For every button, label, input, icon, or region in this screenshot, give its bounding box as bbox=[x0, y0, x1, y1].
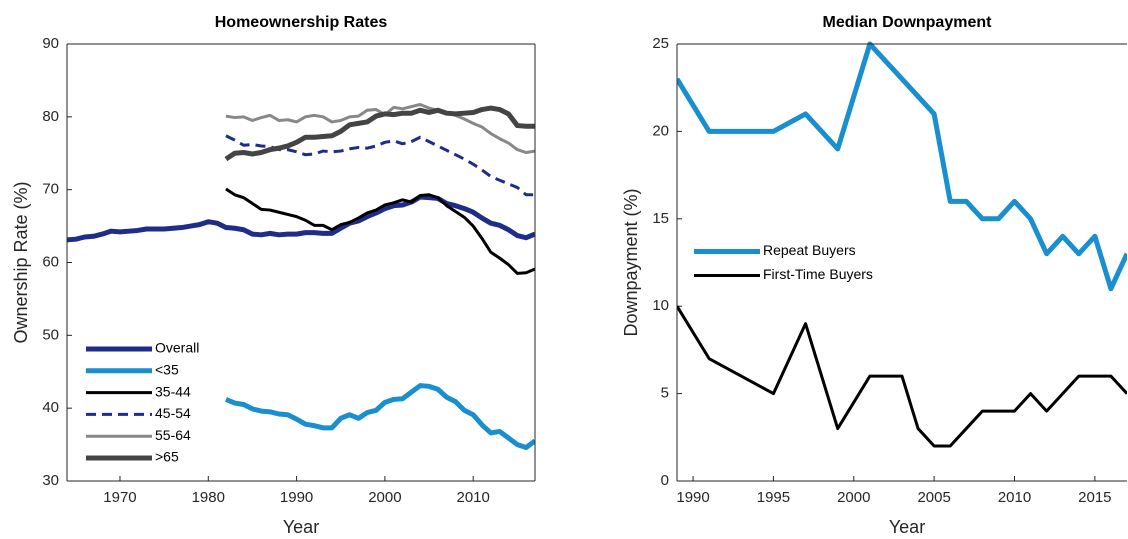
y-tick-label: 60 bbox=[42, 253, 59, 270]
y-tick-label: 50 bbox=[42, 326, 59, 343]
x-tick-label: 1990 bbox=[676, 489, 709, 506]
legend-label: 45-54 bbox=[155, 405, 191, 421]
legend-label: 55-64 bbox=[155, 427, 191, 443]
y-tick-label: 40 bbox=[42, 399, 59, 416]
legend-label: <35 bbox=[155, 362, 179, 378]
x-tick-label: 1970 bbox=[103, 489, 136, 506]
y-tick-label: 10 bbox=[652, 297, 669, 314]
series-line bbox=[224, 383, 535, 450]
y-tick-label: 20 bbox=[652, 122, 669, 139]
x-tick-label: 1990 bbox=[280, 489, 313, 506]
chart-title: Median Downpayment bbox=[823, 14, 993, 31]
y-tick-label: 70 bbox=[42, 181, 59, 198]
y-tick-label: 80 bbox=[42, 108, 59, 125]
x-tick-label: 2015 bbox=[1078, 489, 1111, 506]
y-axis-label: Ownership Rate (%) bbox=[11, 181, 31, 343]
series-line bbox=[677, 305, 1127, 448]
y-tick-label: 0 bbox=[661, 472, 669, 489]
x-axis-label: Year bbox=[283, 517, 319, 537]
x-tick-label: 2005 bbox=[917, 489, 950, 506]
series-line bbox=[67, 194, 535, 243]
series-line bbox=[225, 102, 535, 155]
series-line bbox=[677, 41, 1127, 292]
x-tick-label: 2010 bbox=[457, 489, 490, 506]
legend-label: 35-44 bbox=[155, 383, 191, 399]
legend-label: First-Time Buyers bbox=[763, 266, 873, 282]
y-tick-label: 15 bbox=[652, 210, 669, 227]
y-tick-label: 5 bbox=[661, 385, 669, 402]
series-line bbox=[225, 134, 535, 197]
y-tick-label: 30 bbox=[42, 472, 59, 489]
y-axis-label: Downpayment (%) bbox=[621, 188, 641, 336]
y-tick-label: 90 bbox=[42, 35, 59, 52]
series-line bbox=[224, 105, 535, 162]
x-tick-label: 2010 bbox=[998, 489, 1031, 506]
x-tick-label: 2000 bbox=[837, 489, 870, 506]
x-tick-label: 2000 bbox=[368, 489, 401, 506]
legend-label: >65 bbox=[155, 449, 179, 465]
legend-label: Repeat Buyers bbox=[763, 242, 856, 258]
series-line bbox=[225, 187, 535, 275]
x-axis-label: Year bbox=[889, 517, 925, 537]
x-tick-label: 1995 bbox=[757, 489, 790, 506]
x-tick-label: 1980 bbox=[192, 489, 225, 506]
chart-title: Homeownership Rates bbox=[215, 14, 388, 31]
legend-label: Overall bbox=[155, 340, 199, 356]
y-tick-label: 25 bbox=[652, 35, 669, 52]
